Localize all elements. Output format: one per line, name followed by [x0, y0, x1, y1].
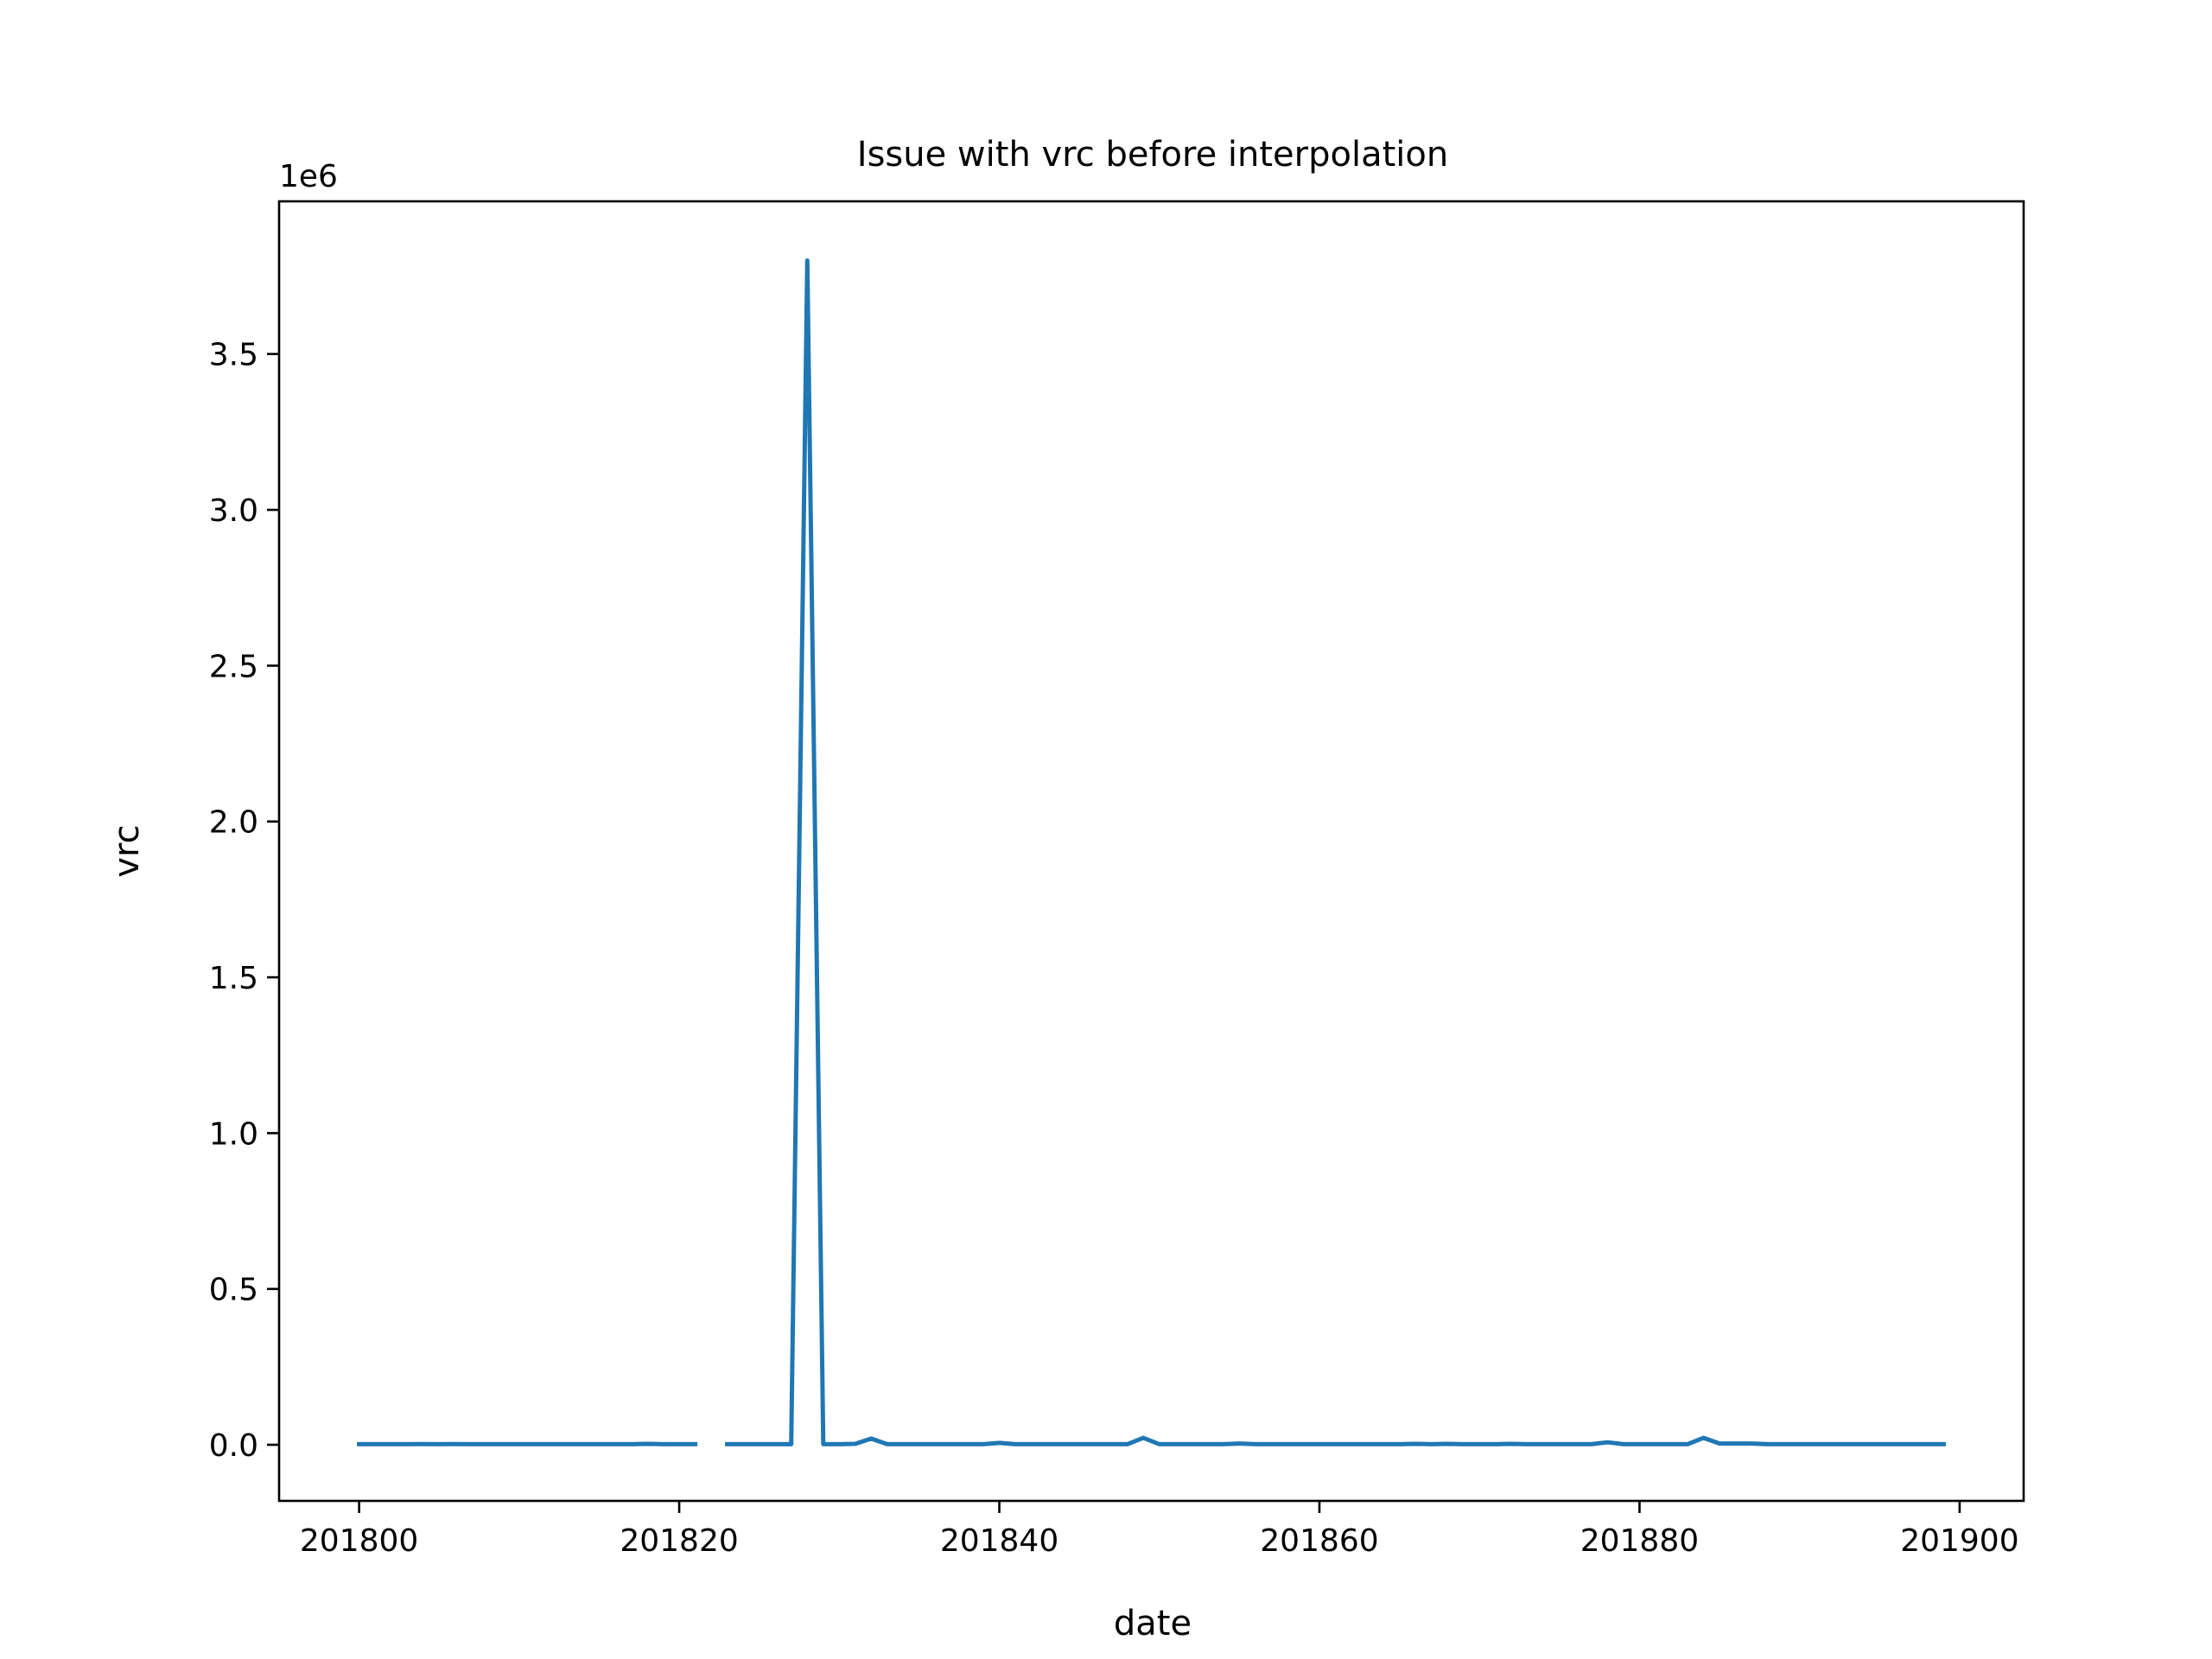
y-axis-ticks: 0.0 0.5 1.0 1.5 2.0 2.5 3.0 3.5: [209, 338, 279, 1464]
x-tick-label: 201900: [1900, 1523, 2018, 1559]
plot-frame: [277, 200, 2025, 1503]
y-tick-label: 0.0: [209, 1428, 258, 1464]
x-tick-label: 201820: [620, 1523, 738, 1559]
y-tick-label: 2.0: [209, 805, 258, 841]
y-axis-label: vrc: [107, 824, 147, 877]
x-tick-label: 201860: [1260, 1523, 1378, 1559]
y-tick-label: 3.5: [209, 338, 258, 373]
y-tick-label: 1.5: [209, 961, 258, 996]
y-tick-label: 2.5: [209, 649, 258, 684]
y-tick-label: 0.5: [209, 1273, 258, 1308]
y-tick-label: 3.0: [209, 493, 258, 529]
x-axis-ticks: 201800 201820 201840 201860 201880 201900: [300, 1501, 2019, 1559]
series-line: [725, 258, 1946, 1446]
x-tick-label: 201840: [940, 1523, 1058, 1559]
y-tick-label: 1.0: [209, 1116, 258, 1152]
chart-title: Issue with vrc before interpolation: [857, 135, 1448, 175]
x-axis-label: date: [1114, 1604, 1192, 1643]
x-tick-label: 201880: [1580, 1523, 1699, 1559]
series-layer: [357, 258, 1946, 1446]
x-tick-label: 201800: [300, 1523, 418, 1559]
y-offset-label: 1e6: [279, 159, 338, 194]
